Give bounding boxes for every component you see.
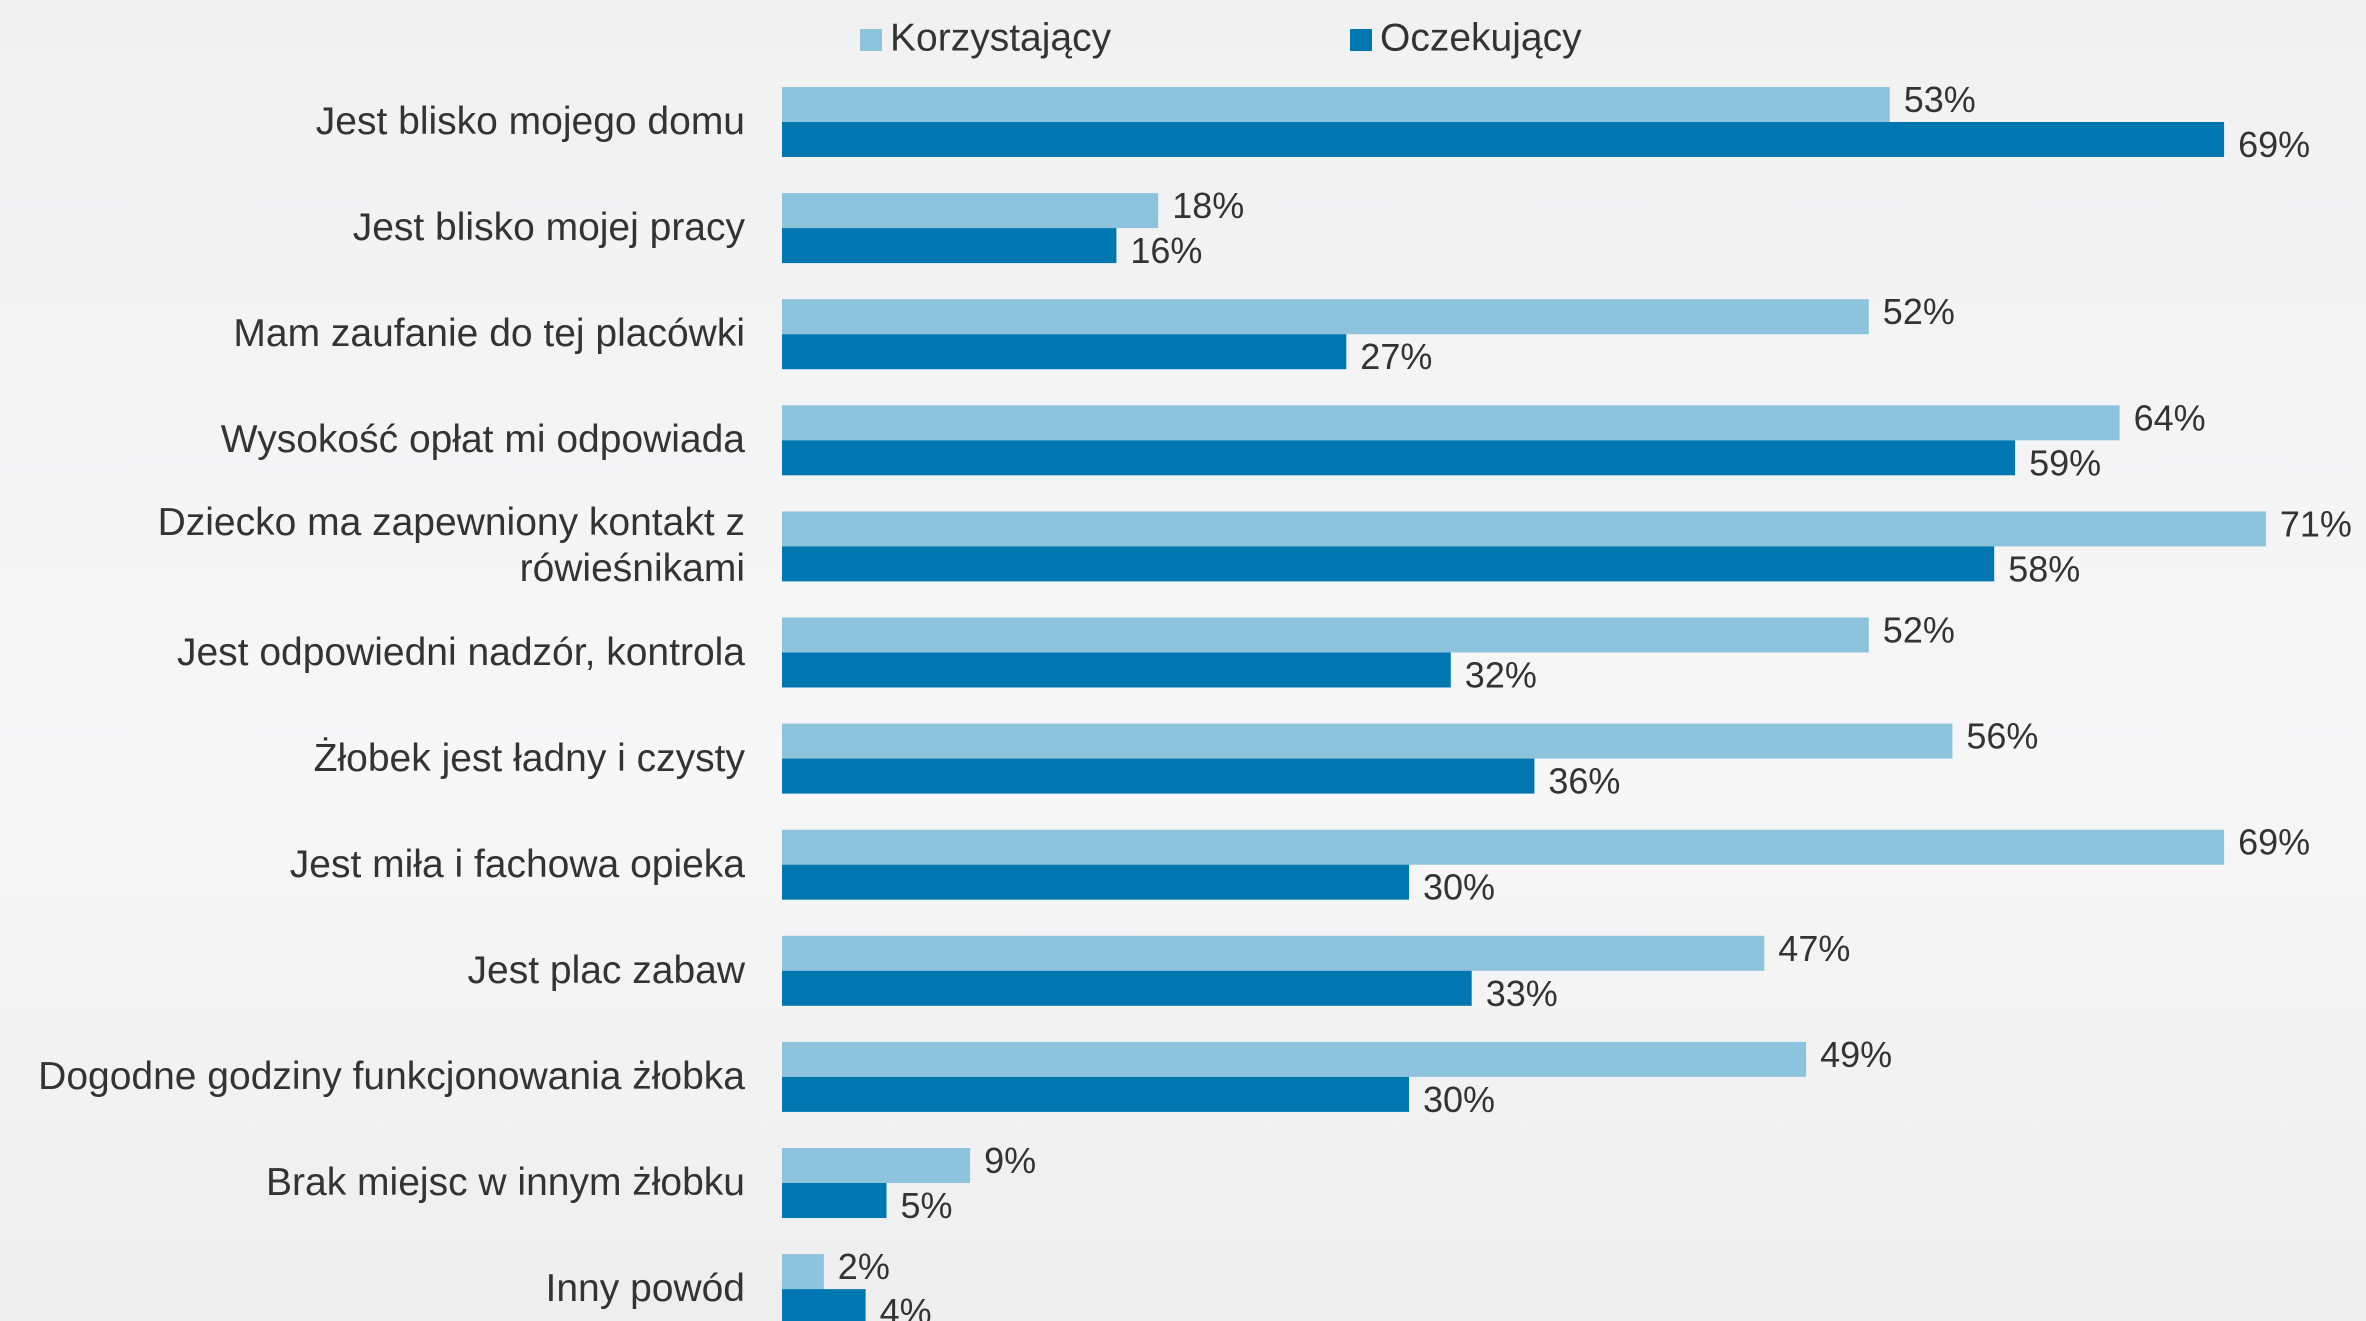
value-label: 52% [1883,291,1955,332]
value-label: 53% [1904,79,1976,120]
value-label: 36% [1548,761,1620,802]
bar [782,1077,1409,1112]
category-label: Jest plac zabaw [5,948,745,994]
bar [782,1289,866,1321]
value-label: 5% [901,1185,953,1226]
bar [782,1042,1806,1077]
value-label: 27% [1360,336,1432,377]
bar [782,759,1534,794]
bar [782,830,2224,865]
category-label: Jest miła i fachowa opieka [5,842,745,888]
bar [782,299,1869,334]
legend-label: Korzystający [890,16,1112,59]
category-label: Jest odpowiedni nadzór, kontrola [5,630,745,676]
bar [782,1148,970,1183]
value-label: 64% [2134,397,2206,438]
value-label: 56% [1966,716,2038,757]
bar [782,971,1472,1006]
value-label: 16% [1130,230,1202,271]
value-label: 33% [1486,973,1558,1014]
category-label: Jest blisko mojej pracy [5,205,745,251]
bar [782,334,1346,369]
page: Korzystający Oczekujący 53% 69% 18%16% 52% 27%… [0,0,2366,1321]
category-label: Jest blisko mojego domu [5,99,745,145]
legend-swatch [1350,29,1372,51]
bar [782,865,1409,900]
value-label: 47% [1778,928,1850,969]
value-label: 71% [2280,503,2352,544]
legend-swatch [860,29,882,51]
value-label: 69% [2238,822,2310,863]
bar [782,724,1952,759]
value-label: 59% [2029,442,2101,483]
bar [782,936,1764,971]
value-label: 30% [1423,867,1495,908]
value-label: 52% [1883,610,1955,651]
bar [782,440,2015,475]
bar [782,87,1890,122]
category-label: Brak miejsc w innym żłobku [5,1160,745,1206]
value-label: 18% [1172,185,1244,226]
bar [782,1183,887,1218]
value-label: 9% [984,1140,1036,1181]
bar [782,653,1451,688]
category-label: Wysokość opłat mi odpowiada [5,417,745,463]
value-label: 69% [2238,124,2310,165]
bar [782,546,1994,581]
value-label: 49% [1820,1034,1892,1075]
value-label: 58% [2008,548,2080,589]
category-label: Mam zaufanie do tej placówki [5,311,745,357]
bar [782,511,2266,546]
category-label: Inny powód [5,1266,745,1312]
value-label: 4% [880,1291,932,1321]
bar [782,122,2224,157]
bar [782,193,1158,228]
value-label: 30% [1423,1079,1495,1120]
value-label: 32% [1465,655,1537,696]
bar [782,1254,824,1289]
bar [782,405,2120,440]
bar [782,618,1869,653]
value-label: 2% [838,1246,890,1287]
legend-label: Oczekujący [1380,16,1582,59]
category-label: Żłobek jest ładny i czysty [5,736,745,782]
category-label: Dziecko ma zapewniony kontakt z rówieśni… [5,500,745,592]
bar [782,228,1116,263]
category-label: Dogodne godziny funkcjonowania żłobka [5,1054,745,1100]
